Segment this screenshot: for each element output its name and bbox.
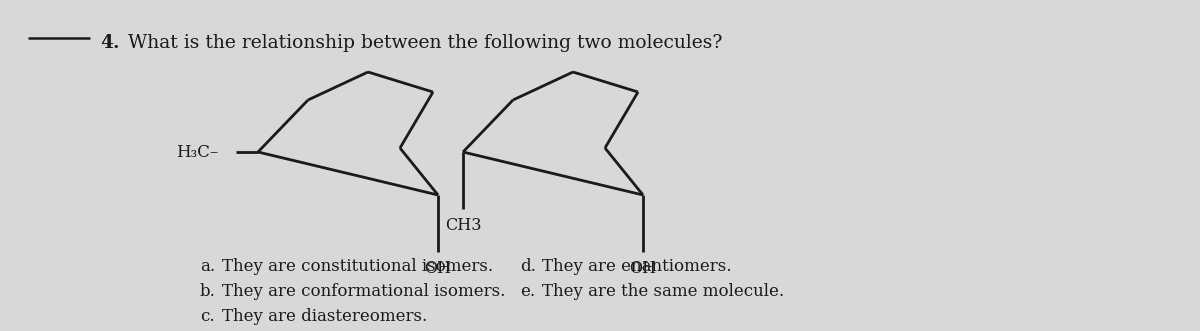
Text: 4.: 4. [100,34,120,52]
Text: H₃C–: H₃C– [175,144,218,161]
Text: They are constitutional isomers.: They are constitutional isomers. [222,258,493,275]
Text: They are the same molecule.: They are the same molecule. [542,283,784,300]
Text: c.: c. [200,308,215,325]
Text: They are enantiomers.: They are enantiomers. [542,258,732,275]
Text: They are diastereomers.: They are diastereomers. [222,308,427,325]
Text: e.: e. [520,283,535,300]
Text: What is the relationship between the following two molecules?: What is the relationship between the fol… [128,34,722,52]
Text: b.: b. [200,283,216,300]
Text: OH: OH [425,260,451,277]
Text: They are conformational isomers.: They are conformational isomers. [222,283,505,300]
Text: CH3: CH3 [445,217,481,234]
Text: d.: d. [520,258,536,275]
Text: OH: OH [630,260,656,277]
Text: a.: a. [200,258,215,275]
